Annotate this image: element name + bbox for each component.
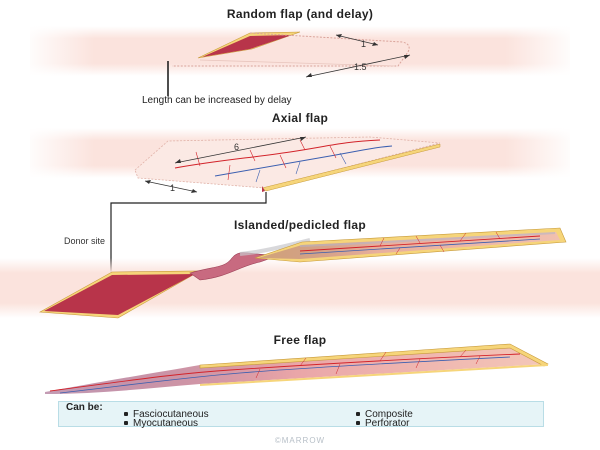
watermark-logo: ©MARROW bbox=[274, 436, 326, 445]
random-flap-note: Length can be increased by delay bbox=[142, 95, 292, 106]
donor-site bbox=[44, 274, 195, 315]
title-random-flap: Random flap (and delay) bbox=[226, 7, 374, 21]
bullet-icon bbox=[356, 412, 360, 417]
islanded-artery bbox=[299, 235, 541, 252]
free-vein bbox=[59, 356, 511, 394]
random-dim-long: 1.5 bbox=[354, 62, 367, 72]
random-dim-short: 1 bbox=[361, 39, 366, 49]
axial-flap-group: 6 1 bbox=[30, 128, 570, 300]
legend-title: Can be: bbox=[66, 402, 103, 413]
bullet-icon bbox=[124, 421, 128, 426]
islanded-vein bbox=[299, 238, 541, 255]
legend-item-perforator: Perforator bbox=[356, 418, 409, 429]
donor-leader-line bbox=[110, 192, 267, 300]
axial-dim-long: 6 bbox=[234, 142, 239, 152]
title-axial-flap: Axial flap bbox=[271, 111, 329, 125]
donor-site-label: Donor site bbox=[64, 236, 105, 246]
random-flap-tissue bbox=[202, 35, 292, 57]
axial-artery bbox=[174, 139, 381, 169]
legend-item-fasciocutaneous: Fasciocutaneous bbox=[124, 409, 209, 420]
bullet-icon bbox=[124, 412, 128, 417]
legend-box bbox=[58, 401, 544, 427]
free-flap-group bbox=[45, 343, 549, 394]
random-flap-group: 1 1.5 bbox=[30, 26, 570, 96]
axial-vein bbox=[214, 145, 393, 177]
free-artery bbox=[49, 353, 521, 392]
title-islanded-flap: Islanded/pedicled flap bbox=[234, 218, 366, 232]
title-free-flap: Free flap bbox=[273, 333, 327, 347]
islanded-flap-group: Donor site bbox=[0, 227, 600, 319]
bullet-icon bbox=[356, 421, 360, 426]
legend-item-composite: Composite bbox=[356, 409, 413, 420]
legend-item-myocutaneous: Myocutaneous bbox=[124, 418, 198, 429]
axial-dim-short: 1 bbox=[170, 183, 175, 193]
